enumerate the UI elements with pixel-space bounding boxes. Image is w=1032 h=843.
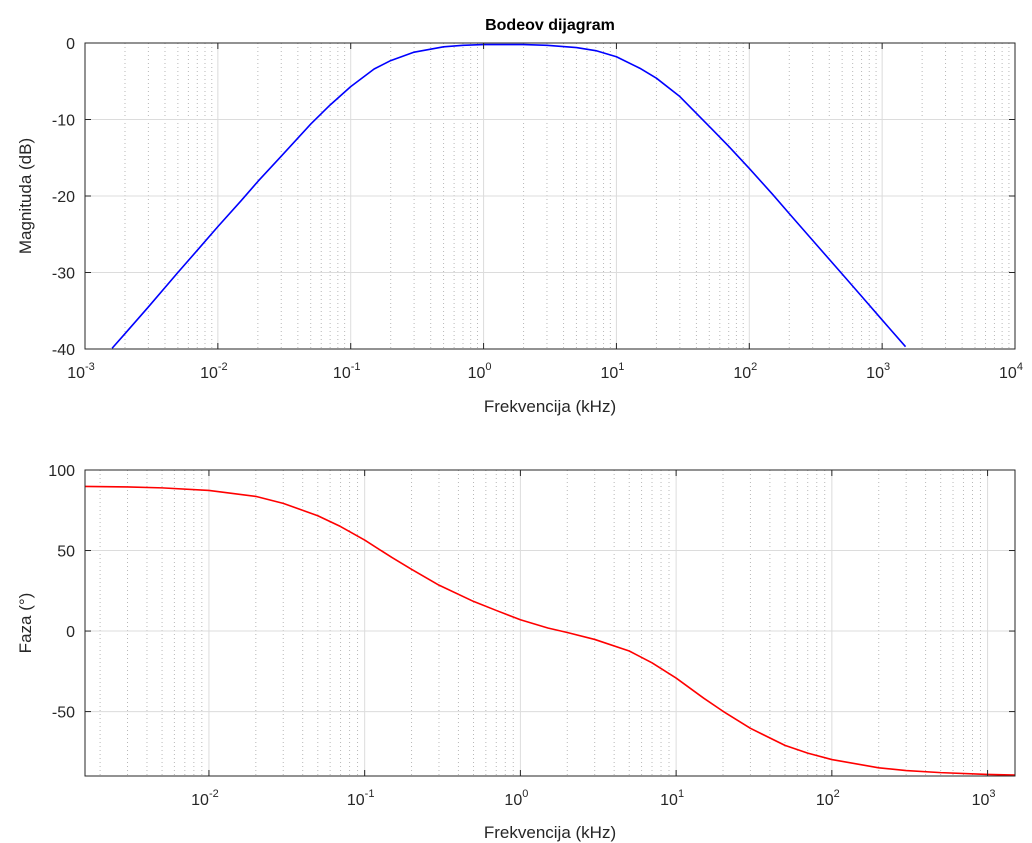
phase-x-tick-label: 103 (972, 788, 996, 809)
phase-plot: 10-2 10-1 100 101 102 103 -50 0 50 100 Frekvencij… (16, 463, 1016, 842)
phase-axes-box (84, 469, 1016, 777)
phase-y-tick-label: 0 (66, 624, 75, 641)
phase-grid (85, 470, 1015, 776)
magnitude-x-tick-label: 100 (468, 361, 492, 382)
phase-ticks: 10-2 10-1 100 101 102 103 -50 0 50 100 (48, 463, 1015, 809)
magnitude-plot: 10-3 10-2 10-1 100 101 102 103 104 -40 -30 -20 -10 0… (16, 17, 1023, 416)
phase-series (84, 485, 1016, 776)
phase-plot-area (85, 470, 1015, 776)
phase-x-axis-label: Frekvencija (kHz) (484, 823, 616, 842)
magnitude-x-tick-label: 10-2 (200, 361, 228, 382)
phase-y-tick-label: -50 (52, 705, 75, 722)
magnitude-y-axis-label: Magnituda (dB) (16, 138, 35, 254)
phase-x-tick-label: 100 (504, 788, 528, 809)
phase-y-axis-label: Faza (°) (16, 593, 35, 654)
magnitude-x-tick-label: 103 (866, 361, 890, 382)
magnitude-x-tick-label: 102 (733, 361, 757, 382)
phase-x-tick-label: 10-2 (191, 788, 219, 809)
phase-series-line (84, 485, 1016, 776)
magnitude-x-tick-label: 104 (999, 361, 1023, 382)
magnitude-y-tick-label: 0 (66, 36, 75, 53)
magnitude-grid (85, 43, 1015, 349)
magnitude-x-tick-label: 101 (600, 361, 624, 382)
magnitude-y-tick-label: -40 (52, 342, 75, 359)
phase-x-tick-label: 101 (660, 788, 684, 809)
magnitude-x-tick-label: 10-3 (67, 361, 95, 382)
phase-y-tick-label: 50 (57, 544, 75, 561)
chart-title: Bodeov dijagram (485, 17, 615, 34)
magnitude-x-tick-label: 10-1 (333, 361, 361, 382)
magnitude-ticks: 10-3 10-2 10-1 100 101 102 103 104 -40 -30 -20 -10 0 (52, 36, 1023, 382)
magnitude-y-tick-label: -20 (52, 189, 75, 206)
magnitude-y-tick-label: -30 (52, 266, 75, 283)
phase-y-tick-label: 100 (48, 463, 75, 480)
magnitude-y-tick-label: -10 (52, 113, 75, 130)
phase-x-tick-label: 10-1 (347, 788, 375, 809)
magnitude-x-axis-label: Frekvencija (kHz) (484, 397, 616, 416)
magnitude-series (111, 43, 907, 349)
phase-x-tick-label: 102 (816, 788, 840, 809)
magnitude-series-line (111, 43, 907, 349)
